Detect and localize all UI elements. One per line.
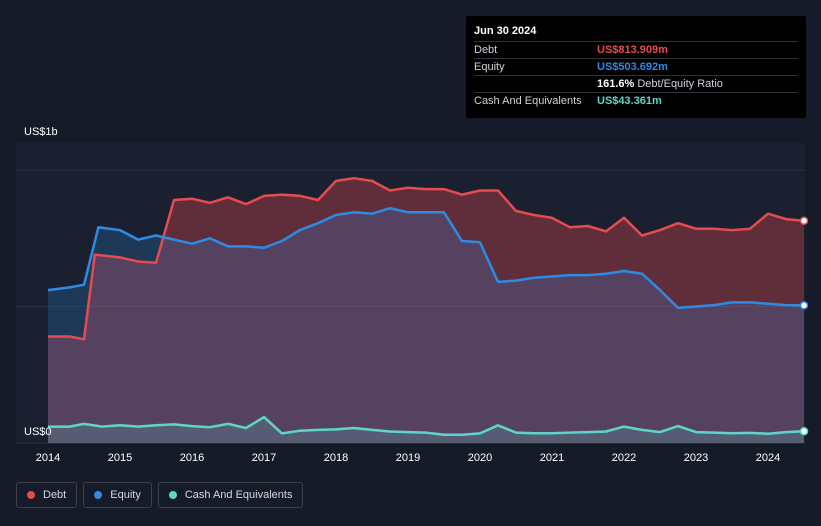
tooltip-label: Equity bbox=[474, 61, 505, 73]
tooltip-label bbox=[474, 76, 597, 92]
x-tick-label: 2017 bbox=[252, 452, 276, 464]
series-lines bbox=[47, 176, 805, 437]
area-cash-and-equivalents bbox=[48, 417, 804, 443]
x-tick-label: 2016 bbox=[180, 452, 204, 464]
grid bbox=[16, 169, 805, 444]
tooltip-row-ratio: 161.6% Debt/Equity Ratio bbox=[474, 76, 798, 93]
x-tick-label: 2018 bbox=[324, 452, 348, 464]
end-marker-equity bbox=[799, 301, 809, 310]
tooltip-value: US$43.361m bbox=[597, 95, 662, 107]
tooltip-value: US$813.909m bbox=[597, 44, 668, 56]
series-areas bbox=[48, 178, 804, 443]
x-tick-label: 2024 bbox=[756, 452, 780, 464]
end-marker-debt bbox=[799, 216, 809, 226]
legend-dot-icon bbox=[27, 491, 35, 499]
x-tick-label: 2021 bbox=[540, 452, 564, 464]
legend-label: Equity bbox=[110, 489, 141, 501]
plot-background bbox=[16, 143, 805, 443]
tooltip-value: US$503.692m bbox=[597, 61, 668, 73]
tooltip-suffix: Debt/Equity Ratio bbox=[637, 78, 723, 90]
x-tick-label: 2022 bbox=[612, 452, 636, 464]
series-end-markers bbox=[799, 216, 809, 436]
tooltip-row-debt: Debt US$813.909m bbox=[474, 42, 798, 59]
x-tick-label: 2023 bbox=[684, 452, 708, 464]
tooltip-row-cash: Cash And Equivalents US$43.361m bbox=[474, 93, 798, 109]
legend-item-debt[interactable]: Debt bbox=[16, 482, 78, 508]
x-tick-label: 2020 bbox=[468, 452, 492, 464]
legend-dot-icon bbox=[94, 491, 103, 499]
legend: Debt Equity Cash And Equivalents bbox=[16, 482, 304, 510]
x-tick-label: 2019 bbox=[396, 452, 420, 464]
y-label-bottom: US$0 bbox=[24, 426, 52, 438]
tooltip-panel: Jun 30 2024 Debt US$813.909m Equity US$5… bbox=[466, 16, 806, 118]
area-equity bbox=[48, 208, 804, 443]
area-debt bbox=[48, 178, 804, 443]
tooltip-row-equity: Equity US$503.692m bbox=[474, 59, 798, 76]
x-axis-ticks: 2014 2015 2016 2017 2018 2019 2020 2021 2022 2023… bbox=[36, 452, 780, 464]
x-tick-label: 2014 bbox=[36, 452, 60, 464]
line-debt bbox=[48, 176, 805, 341]
y-label-top: US$1b bbox=[24, 126, 58, 138]
legend-label: Cash And Equivalents bbox=[184, 489, 293, 501]
legend-item-cash[interactable]: Cash And Equivalents bbox=[157, 482, 304, 508]
end-marker-cash-and-equivalents bbox=[799, 427, 809, 436]
legend-label: Debt bbox=[43, 489, 67, 501]
tooltip-label: Debt bbox=[474, 44, 498, 56]
legend-item-equity[interactable]: Equity bbox=[83, 482, 152, 508]
tooltip-date: Jun 30 2024 bbox=[474, 24, 798, 42]
line-equity bbox=[47, 206, 805, 310]
line-cash-and-equivalents bbox=[48, 415, 805, 437]
legend-dot-icon bbox=[168, 491, 177, 499]
x-tick-label: 2015 bbox=[108, 452, 132, 464]
tooltip-label: Cash And Equivalents bbox=[474, 95, 582, 107]
tooltip-value: 161.6% bbox=[597, 78, 635, 90]
